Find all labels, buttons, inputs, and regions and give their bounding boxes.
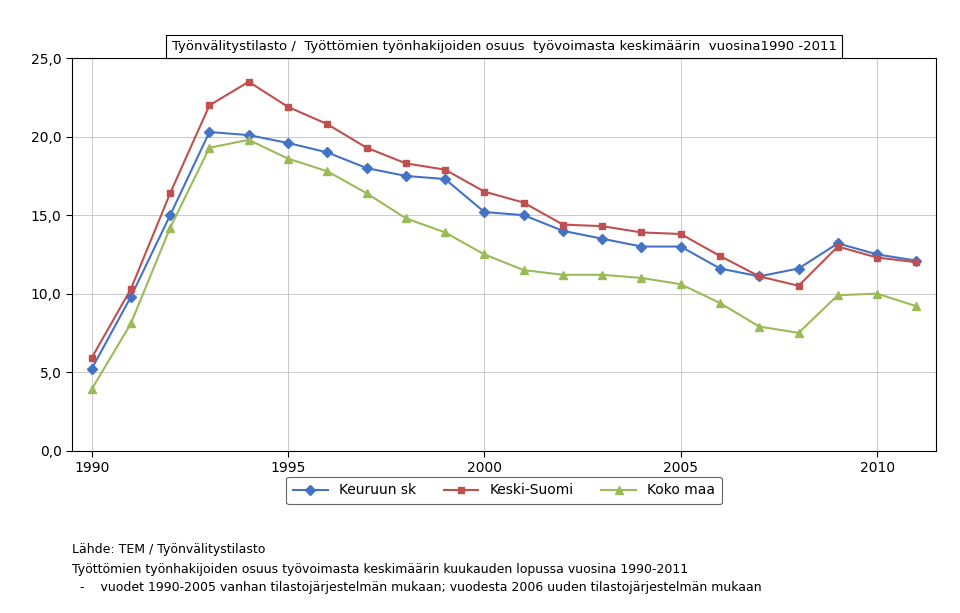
Legend: Keuruun sk, Keski-Suomi, Koko maa: Keuruun sk, Keski-Suomi, Koko maa bbox=[286, 476, 722, 504]
Title: Työnvälitystilasto /  Työttömien työnhakijoiden osuus  työvoimasta keskimäärin  : Työnvälitystilasto / Työttömien työnhaki… bbox=[172, 40, 836, 53]
Text: Työttömien työnhakijoiden osuus työvoimasta keskimäärin kuukauden lopussa vuosin: Työttömien työnhakijoiden osuus työvoima… bbox=[72, 563, 688, 576]
Text: Lähde: TEM / Työnvälitystilasto: Lähde: TEM / Työnvälitystilasto bbox=[72, 543, 265, 555]
Text: -    vuodet 1990-2005 vanhan tilastojärjestelmän mukaan; vuodesta 2006 uuden til: - vuodet 1990-2005 vanhan tilastojärjest… bbox=[72, 581, 761, 594]
